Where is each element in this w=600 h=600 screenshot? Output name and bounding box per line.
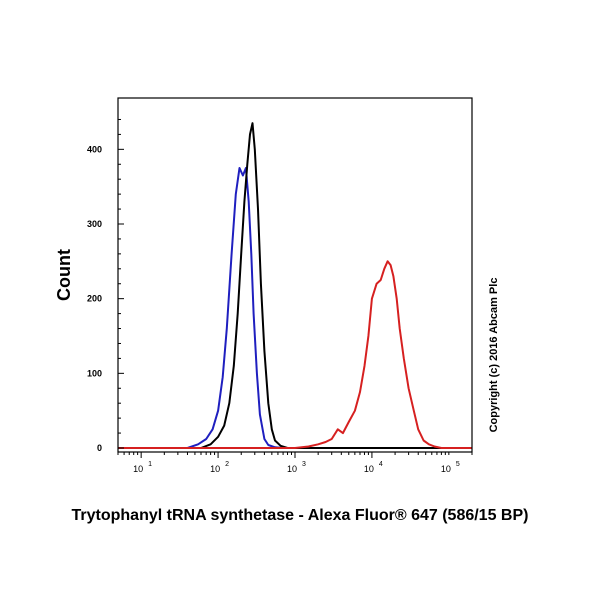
x-axis-label: Trytophanyl tRNA synthetase - Alexa Fluo…	[72, 507, 529, 524]
y-axis-label: Count	[54, 249, 74, 301]
x-tick-label: 10	[287, 464, 297, 474]
series-line-2	[118, 122, 472, 449]
copyright-annotation: Copyright (c) 2016 Abcam Plc	[488, 278, 500, 433]
x-tick-exponent: 2	[225, 461, 229, 468]
x-tick-label: 10	[210, 464, 220, 474]
x-tick-exponent: 3	[302, 461, 306, 468]
x-tick-exponent: 5	[456, 461, 460, 468]
y-tick-label: 400	[87, 144, 102, 154]
x-tick-label: 10	[441, 464, 451, 474]
axes: 0 100 200 300 400 10 1 10 2 10 3 10 4 10 5	[87, 97, 473, 474]
series-line-1	[118, 167, 472, 449]
x-tick-exponent: 1	[148, 461, 152, 468]
plot-area	[118, 122, 472, 449]
x-tick-label: 10	[133, 464, 143, 474]
series-line-3	[118, 260, 472, 449]
x-tick-label: 10	[364, 464, 374, 474]
y-tick-label: 200	[87, 294, 102, 304]
y-tick-label: 300	[87, 219, 102, 229]
y-tick-label: 0	[97, 443, 102, 453]
x-tick-exponent: 4	[379, 461, 383, 468]
y-tick-label: 100	[87, 368, 102, 378]
